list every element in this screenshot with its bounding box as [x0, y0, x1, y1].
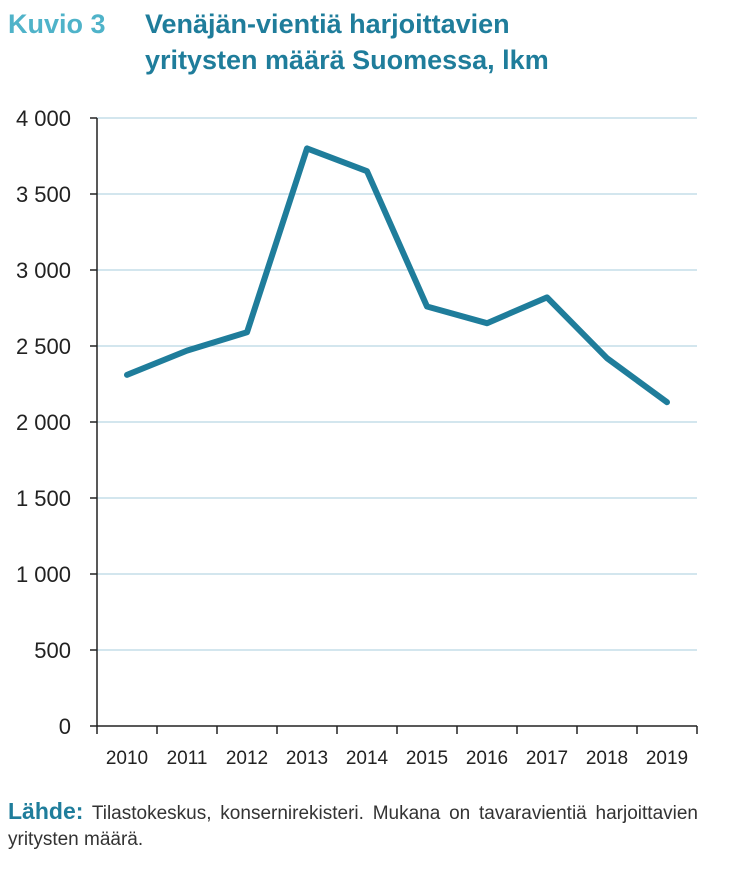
- x-axis-ticks: 2010 2011 2012 2013 2014 2015 2016 2017 2018 2019: [96, 726, 698, 769]
- source-label: Lähde:: [8, 798, 84, 824]
- x-tick-label: 2012: [226, 748, 268, 769]
- x-tick-label: 2016: [466, 748, 508, 769]
- x-tick-label: 2011: [167, 748, 208, 769]
- y-tick-label: 1 000: [16, 562, 71, 587]
- y-tick-label: 2 500: [16, 334, 71, 359]
- x-tick-label: 2013: [286, 748, 328, 769]
- figure-title-line-2: yritysten määrä Suomessa, lkm: [145, 45, 549, 75]
- series-layer: [124, 145, 670, 406]
- y-tick-label: 2 000: [16, 410, 71, 435]
- y-tick-label: 3 000: [16, 258, 71, 283]
- x-tick-label: 2010: [106, 748, 148, 769]
- figure-title-line-1: Venäjän-vientiä harjoittavien: [145, 9, 510, 39]
- figure-title: Venäjän-vientiä harjoittavien yritysten …: [145, 6, 705, 78]
- y-tick-label: 0: [59, 714, 71, 739]
- figure-label: Kuvio 3: [8, 9, 106, 39]
- y-tick-label: 4 000: [16, 106, 71, 131]
- series-line: [124, 145, 670, 406]
- x-tick-label: 2015: [406, 748, 448, 769]
- grid-lines: [97, 117, 697, 651]
- source-note: Lähde: Tilastokeskus, konsernirekisteri.…: [8, 798, 698, 853]
- y-tick-label: 500: [34, 638, 71, 663]
- source-text: Tilastokeskus, konsernirekisteri. Mukana…: [8, 803, 698, 850]
- x-tick-label: 2019: [646, 748, 688, 769]
- y-tick-label: 1 500: [16, 486, 71, 511]
- y-axis-ticks: 0 500 1 000 1 500 2 000 2 500 3 000 3 500 4 000: [16, 106, 97, 739]
- y-tick-label: 3 500: [16, 182, 71, 207]
- x-tick-label: 2017: [526, 748, 568, 769]
- x-tick-label: 2014: [346, 748, 389, 769]
- x-tick-label: 2018: [586, 748, 628, 769]
